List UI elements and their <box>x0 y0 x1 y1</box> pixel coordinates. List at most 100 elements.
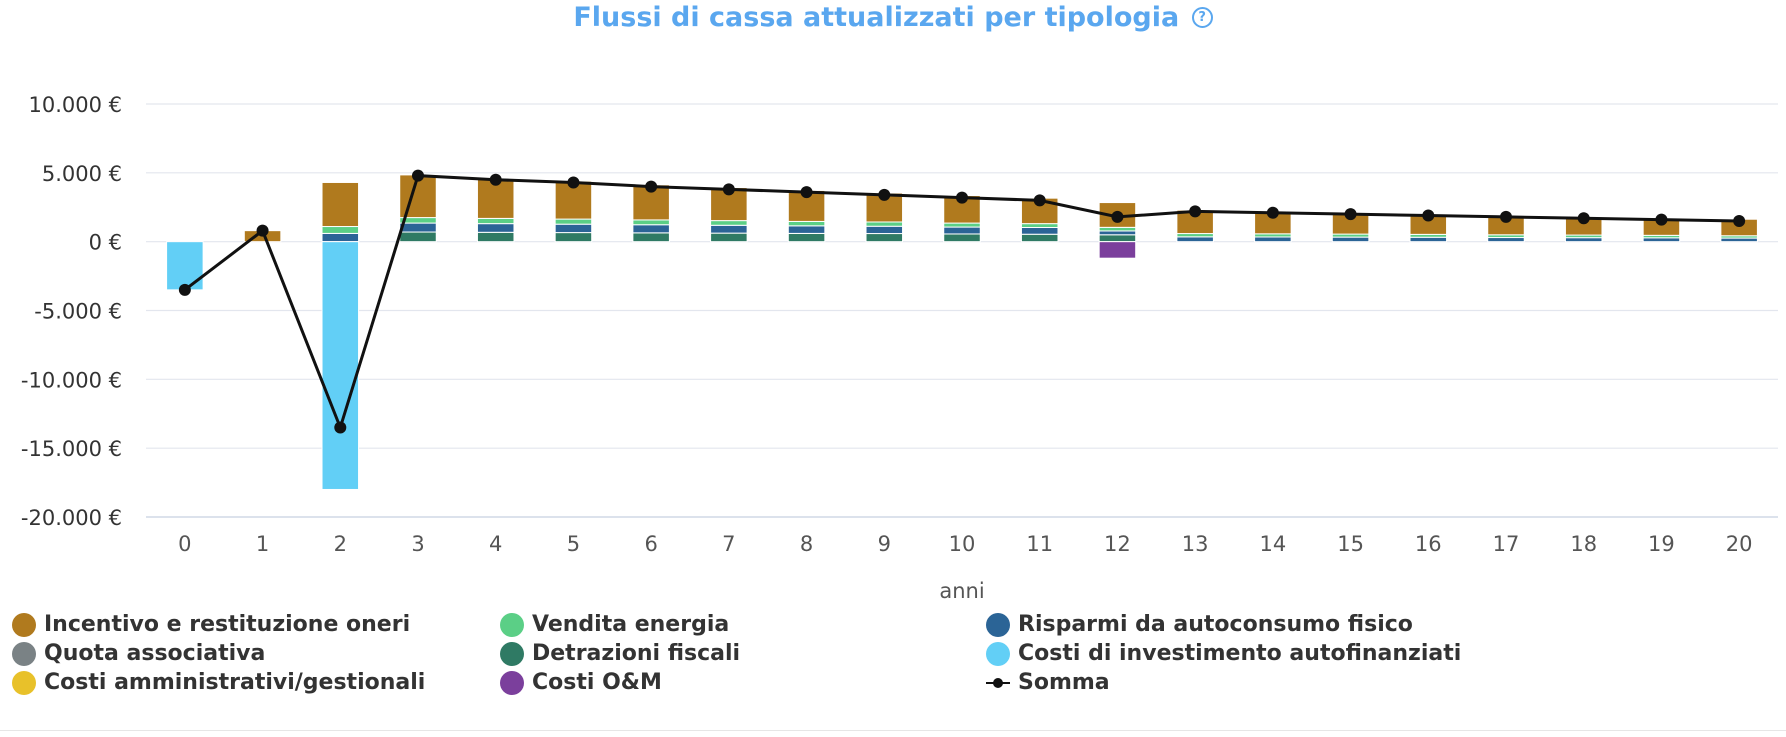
bar-vendita-energia-11[interactable] <box>1020 223 1059 228</box>
somma-point-6[interactable] <box>645 180 658 193</box>
x-tick-label: 17 <box>1493 532 1520 556</box>
divider <box>0 730 1786 731</box>
bar-detrazioni-fiscali-5[interactable] <box>554 232 593 243</box>
somma-point-13[interactable] <box>1189 205 1202 218</box>
color-dot-icon <box>500 641 524 666</box>
bar-risparmi-da-autoconsumo-fisico-17[interactable] <box>1487 237 1525 243</box>
legend-item-costi-amministrativi-gestionali[interactable]: Costi amministrativi/gestionali <box>12 670 425 695</box>
legend-item-incentivo-e-restituzione-oneri[interactable]: Incentivo e restituzione oneri <box>12 612 410 637</box>
bar-risparmi-da-autoconsumo-fisico-8[interactable] <box>787 225 826 234</box>
somma-point-1[interactable] <box>256 224 269 237</box>
somma-point-7[interactable] <box>722 183 735 196</box>
x-tick-label: 9 <box>878 532 891 556</box>
somma-point-19[interactable] <box>1655 213 1668 226</box>
somma-point-15[interactable] <box>1344 208 1357 221</box>
x-tick-label: 10 <box>949 532 976 556</box>
legend-item-quota-associativa[interactable]: Quota associativa <box>12 641 265 666</box>
somma-point-11[interactable] <box>1033 194 1046 207</box>
somma-point-2[interactable] <box>334 421 347 434</box>
bar-detrazioni-fiscali-4[interactable] <box>476 231 515 243</box>
bar-risparmi-da-autoconsumo-fisico-10[interactable] <box>943 226 981 235</box>
bar-risparmi-da-autoconsumo-fisico-13[interactable] <box>1176 236 1214 243</box>
bar-risparmi-da-autoconsumo-fisico-18[interactable] <box>1564 237 1603 243</box>
legend-item-vendita-energia[interactable]: Vendita energia <box>500 612 729 637</box>
bar-detrazioni-fiscali-8[interactable] <box>787 232 826 243</box>
grid-lines <box>146 103 1778 518</box>
bar-risparmi-da-autoconsumo-fisico-16[interactable] <box>1409 236 1448 243</box>
chart-legend: Incentivo e restituzione oneri Vendita en… <box>0 610 1786 715</box>
color-dot-icon <box>986 641 1010 666</box>
somma-point-0[interactable] <box>178 283 191 296</box>
cash-flow-chart: 10.000 € 5.000 € 0 € -5.000 € -10.000 € -15.0… <box>21 93 1778 600</box>
bar-detrazioni-fiscali-7[interactable] <box>710 232 748 243</box>
question-circle-icon[interactable]: ? <box>1191 7 1213 28</box>
color-dot-icon <box>500 670 524 695</box>
bar-detrazioni-fiscali-12[interactable] <box>1098 234 1137 243</box>
bar-risparmi-da-autoconsumo-fisico-15[interactable] <box>1331 236 1370 243</box>
legend-label: Incentivo e restituzione oneri <box>44 612 411 637</box>
bar-risparmi-da-autoconsumo-fisico-11[interactable] <box>1020 226 1059 235</box>
x-tick-label: 14 <box>1259 532 1286 556</box>
legend-item-costi-di-investimento-autofinanziati[interactable]: Costi di investimento autofinanziati <box>986 641 1461 666</box>
bar-costi-di-investimento-autofinanziati-2[interactable] <box>321 241 360 490</box>
bar-detrazioni-fiscali-10[interactable] <box>943 233 981 243</box>
x-tick-label: 11 <box>1026 532 1053 556</box>
x-tick-label: 6 <box>644 532 657 556</box>
line-series <box>178 169 1746 434</box>
bar-risparmi-da-autoconsumo-fisico-19[interactable] <box>1642 237 1681 243</box>
somma-point-14[interactable] <box>1266 206 1279 219</box>
bar-risparmi-da-autoconsumo-fisico-14[interactable] <box>1254 236 1292 243</box>
somma-point-9[interactable] <box>878 188 891 201</box>
somma-point-4[interactable] <box>489 173 502 186</box>
x-tick-label: 3 <box>411 532 424 556</box>
bar-vendita-energia-7[interactable] <box>710 220 748 226</box>
somma-point-18[interactable] <box>1577 212 1590 225</box>
bar-risparmi-da-autoconsumo-fisico-4[interactable] <box>476 223 515 233</box>
bar-costi-di-investimento-autofinanziati-0[interactable] <box>166 241 204 291</box>
somma-point-8[interactable] <box>800 186 813 199</box>
bar-costi-o-m-12[interactable] <box>1098 241 1137 259</box>
legend-item-costi-o-m[interactable]: Costi O&M <box>500 670 662 695</box>
legend-item-somma[interactable]: Somma <box>986 670 1110 695</box>
bar-risparmi-da-autoconsumo-fisico-5[interactable] <box>554 223 593 234</box>
bar-vendita-energia-9[interactable] <box>865 221 904 227</box>
bar-vendita-energia-5[interactable] <box>554 218 593 225</box>
bar-risparmi-da-autoconsumo-fisico-6[interactable] <box>632 224 670 234</box>
somma-point-17[interactable] <box>1500 210 1512 223</box>
somma-point-12[interactable] <box>1111 210 1124 223</box>
legend-label: Risparmi da autoconsumo fisico <box>1018 612 1413 637</box>
line-marker-icon <box>986 671 1010 695</box>
legend-label: Costi amministrativi/gestionali <box>44 670 426 695</box>
bar-vendita-energia-12[interactable] <box>1098 226 1137 232</box>
somma-point-3[interactable] <box>412 169 424 182</box>
legend-item-detrazioni-fiscali[interactable]: Detrazioni fiscali <box>500 641 740 666</box>
legend-label: Costi O&M <box>532 670 662 695</box>
bar-detrazioni-fiscali-9[interactable] <box>865 233 904 243</box>
x-tick-label: 20 <box>1726 532 1753 556</box>
somma-point-16[interactable] <box>1422 209 1435 222</box>
bar-vendita-energia-6[interactable] <box>632 219 670 226</box>
bar-risparmi-da-autoconsumo-fisico-2[interactable] <box>321 232 360 243</box>
bar-vendita-energia-4[interactable] <box>476 217 515 225</box>
bar-risparmi-da-autoconsumo-fisico-3[interactable] <box>399 222 437 233</box>
legend-label: Somma <box>1018 670 1110 695</box>
bar-vendita-energia-10[interactable] <box>943 222 981 228</box>
bar-detrazioni-fiscali-3[interactable] <box>399 231 437 243</box>
somma-point-5[interactable] <box>567 176 580 189</box>
bar-risparmi-da-autoconsumo-fisico-12[interactable] <box>1098 230 1137 236</box>
bar-risparmi-da-autoconsumo-fisico-7[interactable] <box>710 224 748 234</box>
bar-risparmi-da-autoconsumo-fisico-9[interactable] <box>865 225 904 235</box>
x-tick-label: 2 <box>334 532 347 556</box>
x-tick-label: 5 <box>567 532 580 556</box>
bar-detrazioni-fiscali-6[interactable] <box>632 232 670 243</box>
bar-vendita-energia-2[interactable] <box>321 226 360 234</box>
bar-risparmi-da-autoconsumo-fisico-20[interactable] <box>1720 237 1758 243</box>
somma-point-20[interactable] <box>1733 215 1746 228</box>
chart-title: Flussi di cassa attualizzati per tipolog… <box>573 2 1180 33</box>
somma-point-10[interactable] <box>956 191 968 204</box>
bar-detrazioni-fiscali-11[interactable] <box>1020 233 1059 243</box>
legend-item-risparmi-da-autoconsumo-fisico[interactable]: Risparmi da autoconsumo fisico <box>986 612 1413 637</box>
color-dot-icon <box>12 670 36 695</box>
bar-incentivo-e-restituzione-oneri-2[interactable] <box>321 181 360 228</box>
bar-vendita-energia-8[interactable] <box>787 220 826 227</box>
